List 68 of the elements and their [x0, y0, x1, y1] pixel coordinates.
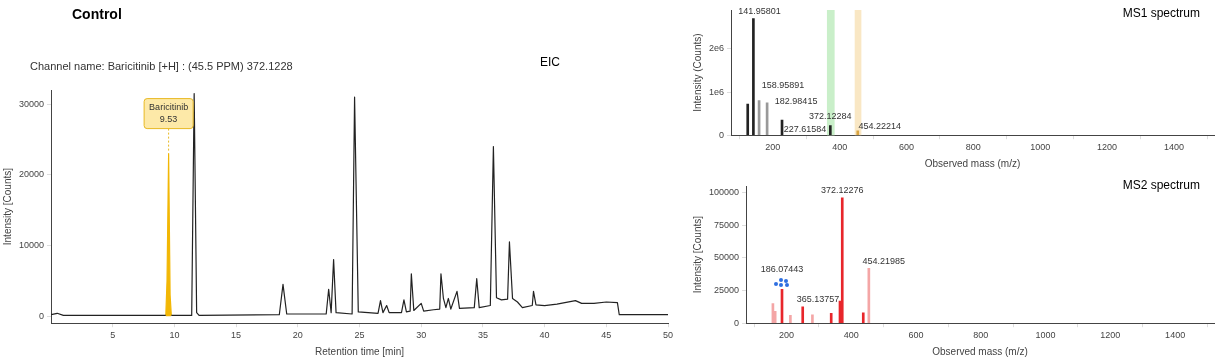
x-tick-label: 1400 — [1165, 330, 1186, 341]
annotation: 158.95891 — [761, 80, 805, 91]
x-tick-label: 800 — [965, 142, 981, 153]
x-tick-label: 5 — [110, 330, 116, 341]
y-axis-title: Intensity [Counts] — [691, 215, 703, 294]
annotation: 365.13757 — [796, 294, 840, 305]
x-tick-label: 400 — [843, 330, 859, 341]
bar — [861, 312, 865, 324]
chart-title: MS1 spectrum — [1122, 6, 1200, 20]
x-tick-label: 30 — [416, 330, 427, 341]
x-tick-label: 45 — [601, 330, 612, 341]
y-tick-label: 100000 — [708, 187, 740, 198]
x-tick-label: 1200 — [1100, 330, 1121, 341]
y-tick-label: 0 — [39, 310, 45, 321]
x-tick-label: 400 — [832, 142, 848, 153]
chart-subtitle: Channel name: Baricitinib [+H] : (45.5 PPM) 372.1228 — [30, 60, 293, 72]
bar — [789, 315, 792, 324]
x-tick-label: 1000 — [1035, 330, 1056, 341]
y-tick-label: 0 — [734, 317, 740, 328]
y-tick-label: 25000 — [714, 285, 740, 296]
y-tick-label: 1e6 — [708, 86, 725, 97]
annotation: 182.98415 — [774, 96, 818, 107]
text: EIC — [540, 55, 561, 69]
y-tick-label: 10000 — [19, 239, 45, 250]
x-axis-title: Observed mass (m/z) — [932, 345, 1028, 357]
x-tick-label: 200 — [765, 142, 781, 153]
y-axis-title: Intensity (Counts) — [691, 33, 703, 112]
y-tick-label: 75000 — [714, 219, 740, 230]
bar — [829, 313, 833, 324]
x-tick-label: 1400 — [1163, 142, 1184, 153]
y-tick-label: 30000 — [19, 98, 45, 109]
bar — [840, 197, 844, 324]
chart-title: Control — [72, 6, 122, 22]
bar — [856, 130, 860, 136]
x-tick-label: 15 — [231, 330, 242, 341]
x-tick-label: 1200 — [1097, 142, 1118, 153]
x-tick-label: 600 — [898, 142, 915, 153]
bar — [811, 314, 814, 324]
annotation: 372.12284 — [809, 111, 852, 122]
annotation: 227.61584 — [783, 123, 827, 134]
annotation: 454.21985 — [862, 255, 906, 266]
x-tick-label: 35 — [477, 330, 488, 341]
x-tick-label: 50 — [662, 330, 674, 341]
annotation: 372.12276 — [820, 185, 864, 196]
x-axis-title: Retention time [min] — [315, 345, 405, 357]
annotation: 454.22214 — [858, 121, 902, 132]
x-tick-label: 10 — [169, 330, 180, 341]
y-axis-title: Intensity [Counts] — [1, 167, 13, 246]
bar — [746, 103, 750, 136]
y-tick-label: 0 — [719, 129, 725, 140]
bar — [752, 18, 755, 136]
annotation: 141.95801 — [738, 6, 781, 17]
annotation: Baricitinib 9.53 — [149, 102, 189, 125]
bar — [829, 125, 832, 136]
x-tick-label: 800 — [973, 330, 989, 341]
x-tick-label: 1000 — [1030, 142, 1051, 153]
x-tick-label: 600 — [908, 330, 924, 341]
x-tick-label: 25 — [354, 330, 365, 341]
chart-title: MS2 spectrum — [1122, 178, 1200, 192]
x-axis-title: Observed mass (m/z) — [924, 157, 1021, 169]
y-tick-label: 50000 — [714, 252, 740, 263]
x-tick-label: 200 — [779, 330, 795, 341]
y-tick-label: 20000 — [19, 169, 45, 180]
x-tick-label: 20 — [292, 330, 303, 341]
bar — [801, 306, 805, 324]
x-tick-label: 40 — [539, 330, 550, 341]
y-tick-label: 2e6 — [708, 43, 725, 54]
annotation: 186.07443 — [760, 263, 804, 274]
